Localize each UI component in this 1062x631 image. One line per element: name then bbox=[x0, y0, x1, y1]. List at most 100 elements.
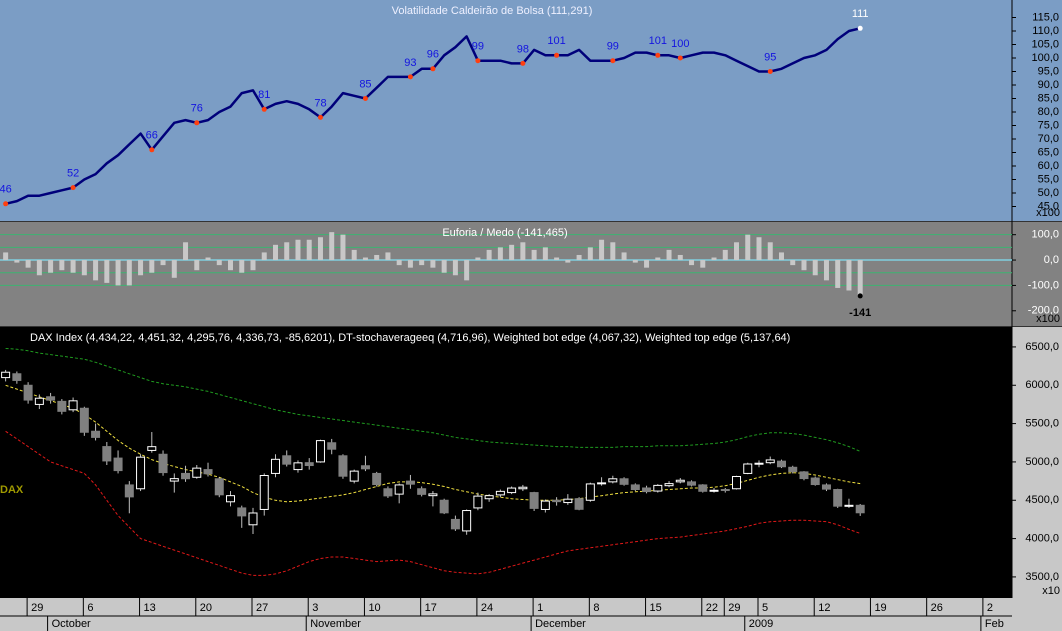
candle-body bbox=[181, 472, 191, 480]
x-tick-label: 2 bbox=[987, 602, 993, 614]
bar bbox=[126, 260, 132, 286]
separator bbox=[0, 326, 1062, 327]
bar bbox=[542, 247, 548, 261]
bar bbox=[700, 260, 706, 268]
candle-body bbox=[518, 486, 528, 490]
bar bbox=[385, 252, 391, 261]
bar bbox=[250, 260, 256, 271]
band-line bbox=[5, 348, 861, 452]
candle-body bbox=[147, 446, 157, 451]
y-tick-label: 75,0 bbox=[1038, 119, 1059, 131]
y-tick-label: 3500,0 bbox=[1025, 571, 1059, 583]
candle-body bbox=[102, 446, 112, 462]
bar bbox=[857, 260, 863, 296]
candle-body bbox=[124, 484, 134, 498]
bar bbox=[419, 260, 425, 266]
bar bbox=[823, 260, 829, 281]
bar bbox=[778, 252, 784, 261]
bar bbox=[452, 260, 458, 276]
point-label: 93 bbox=[404, 57, 416, 69]
candle-body bbox=[462, 510, 472, 532]
candle-body bbox=[788, 466, 798, 473]
bar bbox=[666, 249, 672, 261]
bar bbox=[329, 232, 335, 261]
candle-body bbox=[46, 396, 56, 401]
candle-body bbox=[1, 371, 11, 379]
point-marker bbox=[149, 147, 155, 153]
candle-body bbox=[484, 495, 494, 500]
point-marker bbox=[362, 96, 368, 101]
bar bbox=[228, 260, 234, 271]
candle-body bbox=[394, 484, 404, 495]
point-marker bbox=[261, 106, 267, 112]
x-tick-label: 12 bbox=[818, 602, 830, 614]
candle-body bbox=[293, 462, 303, 471]
x-tick-label: 29 bbox=[31, 602, 43, 614]
bar bbox=[722, 249, 728, 261]
candle-body bbox=[237, 507, 247, 517]
candle-body bbox=[473, 495, 483, 509]
point-marker bbox=[70, 185, 76, 191]
bar bbox=[149, 260, 155, 273]
bar bbox=[239, 260, 245, 273]
candle-body bbox=[540, 500, 550, 510]
panel-title: Euforia / Medo (-141,465) bbox=[442, 227, 567, 239]
bar bbox=[295, 239, 301, 261]
point-label: 46 bbox=[0, 184, 12, 196]
bar bbox=[70, 260, 76, 273]
y-tick-label: 6000,0 bbox=[1025, 379, 1059, 391]
bar bbox=[205, 257, 211, 261]
bar bbox=[104, 260, 110, 283]
x-tick-label: 10 bbox=[368, 602, 380, 614]
y-tick-label: 85,0 bbox=[1038, 92, 1059, 104]
y-tick-label: 95,0 bbox=[1038, 65, 1059, 77]
bar bbox=[554, 257, 560, 261]
bar bbox=[407, 260, 413, 268]
candle-body bbox=[754, 462, 764, 465]
panel-title: DAX Index (4,434,22, 4,451,32, 4,295,76,… bbox=[30, 332, 790, 344]
y-tick-label: 90,0 bbox=[1038, 79, 1059, 91]
bar bbox=[846, 260, 852, 291]
bar bbox=[340, 234, 346, 261]
bar bbox=[160, 260, 166, 266]
candle-body bbox=[360, 465, 370, 470]
candle-body bbox=[585, 483, 595, 501]
bar bbox=[531, 249, 537, 261]
x-tick-label: 20 bbox=[200, 602, 212, 614]
candle-body bbox=[372, 472, 382, 486]
candle-body bbox=[799, 471, 809, 480]
point-marker bbox=[520, 60, 526, 66]
candle-body bbox=[664, 483, 674, 487]
bar bbox=[486, 249, 492, 261]
y-tick-label: 100,0 bbox=[1031, 52, 1059, 64]
candle-body bbox=[495, 490, 505, 496]
scale-label: x10 bbox=[1042, 585, 1060, 597]
point-marker bbox=[767, 69, 773, 74]
candle-body bbox=[113, 457, 123, 472]
candle-body bbox=[574, 498, 584, 510]
candle-body bbox=[743, 463, 753, 474]
bar bbox=[138, 260, 144, 276]
bar bbox=[711, 257, 717, 261]
candle-body bbox=[597, 482, 607, 485]
point-label: 66 bbox=[146, 130, 158, 142]
candle-body bbox=[608, 478, 618, 483]
y-tick-label: 65,0 bbox=[1038, 146, 1059, 158]
y-tick-label: 60,0 bbox=[1038, 160, 1059, 172]
point-marker bbox=[430, 66, 436, 72]
month-label: Feb bbox=[985, 618, 1004, 630]
bar bbox=[25, 260, 31, 268]
candle-body bbox=[68, 400, 78, 411]
point-marker bbox=[3, 201, 9, 207]
band-line bbox=[5, 384, 861, 503]
bar bbox=[272, 244, 278, 261]
scale-label: x100 bbox=[1036, 313, 1060, 325]
bar bbox=[745, 234, 751, 261]
point-label: 85 bbox=[359, 78, 371, 90]
x-tick-label: 8 bbox=[593, 602, 599, 614]
bar bbox=[621, 252, 627, 261]
x-tick-label: 5 bbox=[762, 602, 768, 614]
bar bbox=[48, 260, 54, 273]
bar bbox=[14, 260, 20, 263]
